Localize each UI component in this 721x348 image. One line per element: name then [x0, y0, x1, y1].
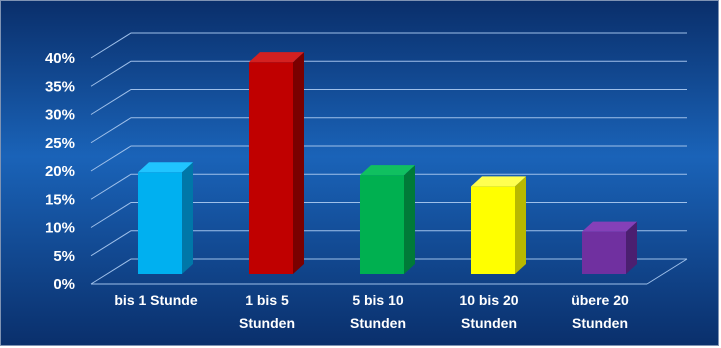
bar-top: [249, 52, 304, 63]
x-category-label: Stunden: [239, 315, 295, 331]
y-tick-label: 20%: [45, 163, 75, 180]
bar-side: [182, 162, 193, 274]
bar-front: [360, 175, 404, 274]
x-category-label: 10 bis 20: [459, 292, 518, 308]
x-category-label: 5 bis 10: [352, 292, 404, 308]
y-axis-ticks: 0% 5% 10% 15% 20% 25% 30% 35% 40%: [45, 50, 75, 293]
gridline: [90, 89, 687, 115]
bar: [138, 162, 193, 274]
bar: [249, 52, 304, 274]
x-category-label: Stunden: [350, 315, 406, 331]
y-tick-label: 25%: [45, 135, 75, 152]
bar: [471, 176, 526, 274]
y-tick-label: 40%: [45, 50, 75, 67]
y-tick-label: 0%: [53, 276, 75, 293]
bar-side: [404, 165, 415, 274]
bar-top: [360, 165, 415, 176]
bar-front: [582, 231, 626, 274]
y-tick-label: 10%: [45, 220, 75, 237]
bars: [138, 52, 637, 274]
x-category-label: Stunden: [461, 315, 517, 331]
y-tick-label: 30%: [45, 107, 75, 124]
x-category-label: bis 1 Stunde: [114, 292, 197, 308]
floor-right-edge: [646, 258, 688, 285]
bar-side: [515, 176, 526, 274]
x-category-label: übere 20: [571, 292, 629, 308]
x-category-label: 1 bis 5: [245, 292, 289, 308]
bar-top: [138, 162, 193, 173]
bar-side: [626, 221, 637, 274]
y-tick-label: 15%: [45, 191, 75, 208]
bar-top: [471, 176, 526, 187]
gridline: [90, 173, 687, 200]
bar-front: [471, 186, 515, 274]
bar-top: [582, 221, 637, 232]
gridline: [90, 145, 687, 172]
y-tick-label: 5%: [53, 248, 75, 265]
bar-front: [249, 62, 293, 274]
x-category-label: Stunden: [572, 315, 628, 331]
gridline: [90, 60, 687, 87]
gridlines: [90, 32, 688, 285]
bar: [360, 165, 415, 274]
x-axis-labels: bis 1 Stunde 1 bis 5 Stunden 5 bis 10 Stunde…: [114, 292, 629, 331]
gridline: [90, 117, 687, 144]
y-tick-label: 35%: [45, 78, 75, 95]
bar-side: [293, 52, 304, 274]
bar: [582, 221, 637, 274]
gridline: [90, 32, 687, 59]
bar-front: [138, 172, 182, 274]
